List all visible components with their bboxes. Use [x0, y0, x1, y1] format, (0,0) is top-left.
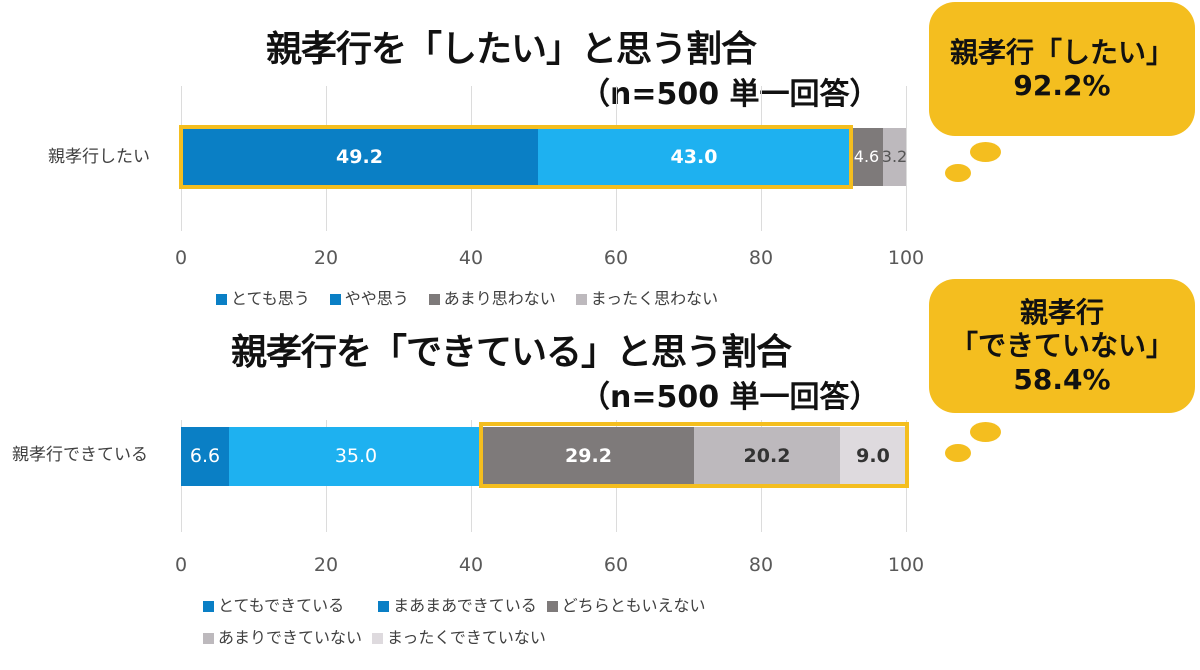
x-tick: 60	[603, 554, 629, 576]
bubble-label: 親孝行「したい」	[949, 35, 1174, 69]
chart2-subtitle: （n=500 単一回答）	[580, 380, 880, 415]
legend-label: あまり思わない	[443, 289, 556, 308]
segment-value: 4.6	[853, 147, 880, 166]
legend-swatch	[546, 600, 558, 612]
legend-label: とてもできている	[218, 596, 345, 615]
legend-swatch	[378, 600, 390, 612]
x-tick: 60	[603, 247, 629, 269]
chart1-legend: とても思う やや思う あまり思わない まったく思わない	[216, 291, 738, 307]
bar-segment-not-at-all: 9.0	[840, 427, 906, 486]
x-tick: 0	[174, 247, 188, 269]
bubble-label: 親孝行	[1019, 296, 1104, 330]
legend-item: あまり思わない	[428, 289, 556, 308]
x-tick: 40	[458, 554, 484, 576]
segment-value: 35.0	[334, 445, 378, 467]
chart2-legend: とてもできている まあまあできている どちらともいえない あまりできていない ま…	[203, 598, 803, 646]
segment-value: 9.0	[856, 445, 890, 467]
legend-swatch	[329, 293, 341, 305]
legend-swatch	[372, 632, 384, 644]
category-label: 親孝行できている	[12, 445, 148, 465]
bar-segment-not-at-all: 3.2	[881, 128, 908, 186]
legend-item: まったくできていない	[372, 630, 546, 646]
legend-item: どちらともいえない	[546, 596, 706, 615]
legend-swatch	[575, 293, 587, 305]
legend-swatch	[216, 293, 227, 305]
x-tick: 40	[458, 247, 484, 269]
bubble-label: 「できていない」	[949, 329, 1174, 363]
legend-item: とてもできている	[203, 598, 344, 614]
legend-item: あまりできていない	[203, 630, 362, 646]
bubble-dot-large	[970, 142, 1001, 162]
segment-value: 6.6	[189, 445, 221, 467]
bar-segment-not-much: 20.2	[694, 427, 840, 486]
legend-item: とても思う	[216, 291, 310, 307]
legend-item: まあまあできている	[378, 598, 537, 614]
x-tick: 0	[174, 554, 188, 576]
legend-label: あまりできていない	[218, 628, 363, 647]
bubble-dot-small	[945, 164, 971, 182]
bar-segment-very-much: 49.2	[181, 128, 538, 186]
chart2-title: 親孝行を「できている」と思う割合	[231, 332, 792, 373]
bar-segment-fairly-well: 35.0	[229, 427, 483, 486]
chart1-title: 親孝行を「したい」と思う割合	[266, 29, 757, 70]
bar-segment-not-much: 4.6	[850, 128, 883, 186]
x-tick: 100	[887, 554, 925, 576]
segment-value: 43.0	[670, 145, 718, 168]
segment-value: 29.2	[565, 445, 612, 467]
x-tick: 20	[313, 247, 339, 269]
legend-label: まったくできていない	[387, 628, 546, 647]
gridline-100	[906, 86, 907, 231]
bar-segment-neutral: 29.2	[483, 427, 694, 486]
segment-value: 49.2	[336, 145, 383, 168]
legend-label: とても思う	[231, 289, 310, 308]
x-tick: 80	[748, 247, 774, 269]
x-tick: 100	[887, 247, 925, 269]
segment-value: 3.2	[881, 147, 908, 166]
segment-value: 20.2	[743, 445, 791, 467]
legend-label: まあまあできている	[393, 596, 537, 615]
legend-swatch	[203, 600, 214, 612]
bubble-percent: 92.2%	[1013, 69, 1111, 102]
bar-segment-somewhat: 43.0	[538, 128, 850, 186]
chart1-subtitle: （n=500 単一回答）	[580, 77, 880, 112]
x-tick: 80	[748, 554, 774, 576]
legend-swatch	[428, 293, 440, 305]
legend-label: どちらともいえない	[561, 596, 706, 615]
callout-bubble-want: 親孝行「したい」 92.2%	[929, 2, 1195, 136]
bubble-dot-large	[970, 422, 1001, 442]
gridline-100	[906, 420, 907, 532]
callout-bubble-not-doing: 親孝行 「できていない」 58.4%	[929, 279, 1195, 413]
legend-item: まったく思わない	[575, 289, 719, 308]
bubble-dot-small	[945, 444, 971, 462]
legend-swatch	[203, 632, 214, 644]
legend-label: やや思う	[344, 289, 409, 308]
bubble-percent: 58.4%	[1013, 362, 1111, 396]
bar-segment-very-well: 6.6	[181, 427, 229, 486]
legend-item: やや思う	[329, 289, 409, 308]
category-label: 親孝行したい	[48, 147, 150, 167]
x-tick: 20	[313, 554, 339, 576]
legend-label: まったく思わない	[590, 289, 719, 308]
